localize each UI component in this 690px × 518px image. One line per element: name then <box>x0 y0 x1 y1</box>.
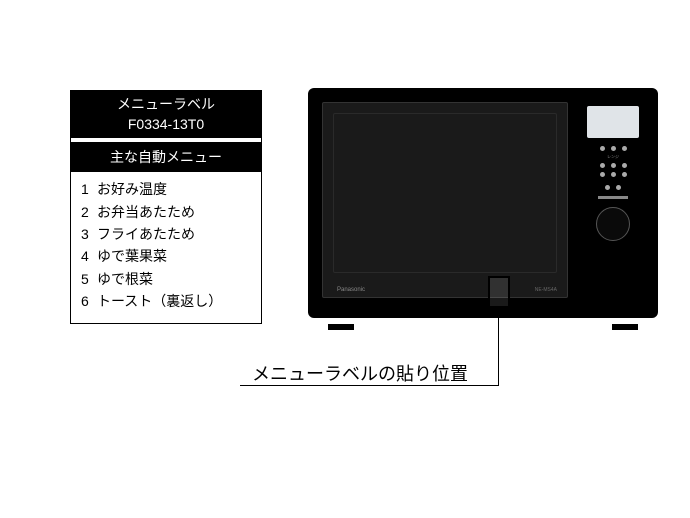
microwave-door-window <box>333 113 557 273</box>
menu-label-title-2: F0334-13T0 <box>71 115 261 135</box>
microwave-button <box>605 185 610 190</box>
microwave-button-label: レンジ <box>578 155 648 159</box>
label-placement-indicator <box>488 276 510 308</box>
microwave-foot-left <box>328 324 354 330</box>
callout-text: メニューラベルの貼り位置 <box>252 360 468 386</box>
menu-item-num: 3 <box>81 223 97 245</box>
microwave-button <box>611 146 616 151</box>
microwave-body: Panasonic NE-MS4A レンジ <box>308 88 658 318</box>
menu-item-num: 4 <box>81 245 97 267</box>
menu-label-card: メニューラベル F0334-13T0 主な自動メニュー 1お好み温度 2お弁当あ… <box>70 90 262 324</box>
menu-item-text: フライあたため <box>97 226 195 242</box>
menu-item: 5ゆで根菜 <box>81 268 251 290</box>
menu-item: 4ゆで葉果菜 <box>81 245 251 267</box>
menu-label-subheader: 主な自動メニュー <box>71 138 261 172</box>
menu-item: 3フライあたため <box>81 223 251 245</box>
microwave-door: Panasonic NE-MS4A <box>322 102 568 298</box>
microwave-dial <box>596 207 630 241</box>
microwave-button-row <box>578 163 648 168</box>
microwave-button <box>611 163 616 168</box>
microwave-button-row <box>578 172 648 177</box>
microwave-start-bar <box>598 196 628 199</box>
microwave-button <box>600 146 605 151</box>
menu-item: 2お弁当あたため <box>81 201 251 223</box>
microwave-button <box>600 172 605 177</box>
microwave-model-label: NE-MS4A <box>535 287 557 293</box>
microwave-button <box>622 163 627 168</box>
microwave-control-panel: レンジ <box>578 102 648 302</box>
menu-item: 6トースト（裏返し） <box>81 290 251 312</box>
microwave-button <box>622 172 627 177</box>
menu-item-num: 1 <box>81 178 97 200</box>
menu-items-list: 1お好み温度 2お弁当あたため 3フライあたため 4ゆで葉果菜 5ゆで根菜 6ト… <box>71 172 261 322</box>
microwave-button <box>611 172 616 177</box>
microwave-illustration: Panasonic NE-MS4A レンジ <box>308 88 658 330</box>
menu-item-num: 5 <box>81 268 97 290</box>
menu-label-header: メニューラベル F0334-13T0 <box>71 91 261 138</box>
microwave-display <box>587 106 639 138</box>
microwave-button <box>600 163 605 168</box>
microwave-button <box>622 146 627 151</box>
menu-item-num: 6 <box>81 290 97 312</box>
microwave-button <box>616 185 621 190</box>
menu-item-num: 2 <box>81 201 97 223</box>
menu-item-text: ゆで葉果菜 <box>97 248 167 264</box>
menu-item-text: トースト（裏返し） <box>97 293 222 309</box>
microwave-brand-label: Panasonic <box>337 287 365 293</box>
menu-item-text: ゆで根菜 <box>97 271 153 287</box>
menu-item-text: お弁当あたため <box>97 204 195 220</box>
menu-label-title-1: メニューラベル <box>71 95 261 115</box>
microwave-button-row <box>578 146 648 151</box>
callout-line-vertical <box>498 308 499 385</box>
menu-item: 1お好み温度 <box>81 178 251 200</box>
microwave-button-row <box>578 185 648 190</box>
microwave-foot-right <box>612 324 638 330</box>
menu-item-text: お好み温度 <box>97 181 167 197</box>
